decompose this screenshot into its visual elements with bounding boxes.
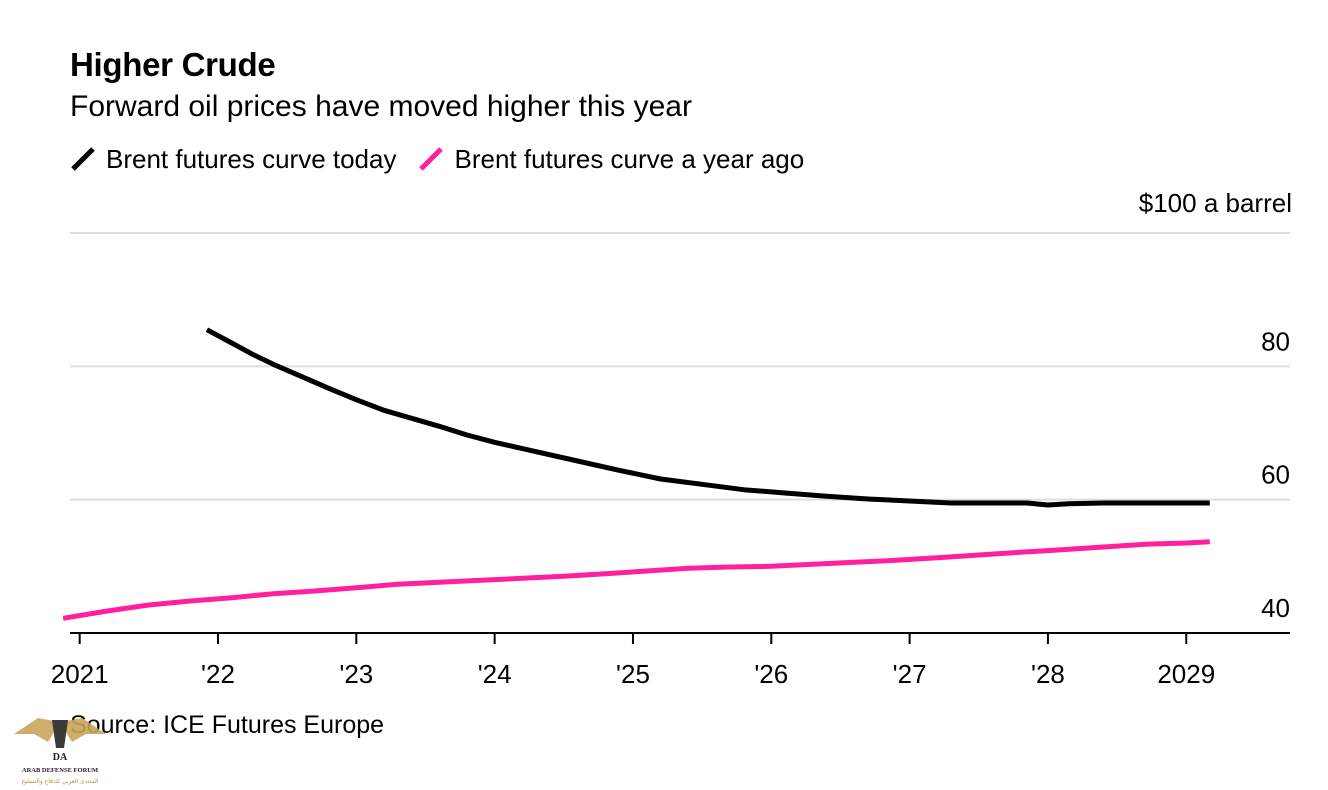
y-tick-label: 80 [1261,326,1290,356]
x-tick-label: '26 [754,659,788,689]
svg-text:المنتدى العربي للدفاع والتسليح: المنتدى العربي للدفاع والتسليح [22,778,99,785]
x-tick-label: '23 [339,659,373,689]
x-tick-label: 2029 [1157,659,1215,689]
y-tick-label: 40 [1261,593,1290,623]
legend-item-today: Brent futures curve today [70,144,396,175]
legend-label-today: Brent futures curve today [106,143,397,174]
x-tick-label: '24 [478,659,512,689]
legend-item-year-ago: Brent futures curve a year ago [418,144,804,175]
legend-swatch-today [71,147,95,171]
y-axis-unit-label: $100 a barrel [1138,188,1292,218]
svg-text:ARAB DEFENSE FORUM: ARAB DEFENSE FORUM [22,767,98,774]
x-tick-label: '25 [616,659,650,689]
x-tick-label: '27 [893,659,927,689]
svg-text:DA: DA [53,752,68,763]
chart-subtitle: Forward oil prices have moved higher thi… [70,90,692,123]
y-tick-label: 60 [1261,460,1290,490]
arab-defense-forum-logo: DA ARAB DEFENSE FORUM المنتدى العربي للد… [14,718,106,785]
legend-swatch-year-ago [419,147,444,171]
series-line-today [205,327,1210,508]
series-line-year-ago [62,539,1210,621]
x-tick-label: '22 [201,659,235,689]
legend: Brent futures curve today Brent futures … [70,142,826,176]
legend-label-year-ago: Brent futures curve a year ago [454,143,805,174]
source-note: Source: ICE Futures Europe [70,711,385,739]
chart-title: Higher Crude [70,46,276,83]
x-tick-label: '28 [1031,659,1065,689]
x-tick-label: 2021 [51,659,109,689]
